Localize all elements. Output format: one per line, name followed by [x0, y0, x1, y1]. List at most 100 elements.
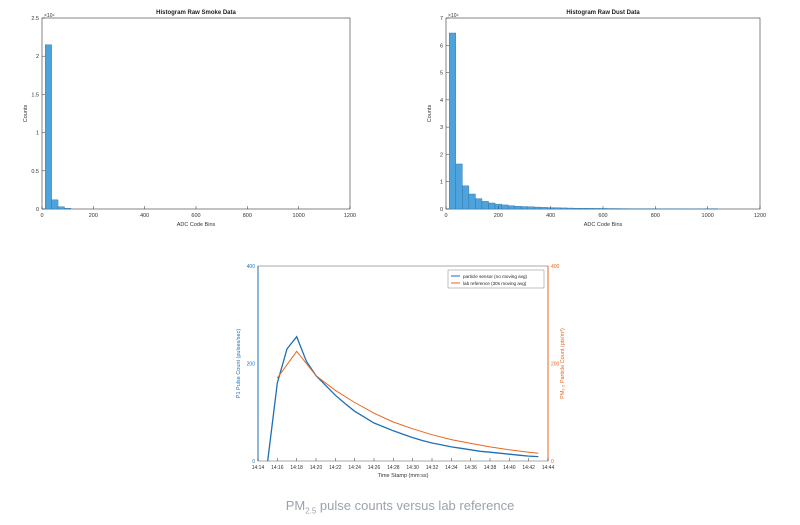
caption-prefix: PM [285, 498, 306, 513]
histogram-bar [514, 206, 522, 210]
histogram-bar [560, 207, 568, 210]
x-tick-label: 1200 [344, 213, 356, 219]
histogram-bar [540, 207, 548, 210]
smoke-histogram-panel: Histogram Raw Smoke Data ×10⁴ 0 200 400 600 80… [18, 2, 363, 234]
x-tick-label: 600 [191, 213, 200, 219]
x-tick-label: 200 [89, 213, 98, 219]
x-tick-label: 14:38 [484, 465, 497, 471]
plot-area [41, 17, 351, 210]
y-exponent-label: ×10⁴ [448, 13, 459, 19]
x-tick-label: 14:34 [445, 465, 458, 471]
x-tick-label: 14:28 [387, 465, 400, 471]
pulse-count-panel: 14:14 14:16 14:18 14:20 14:22 14:24 14:26 14:28… [228, 258, 583, 483]
x-tick-label: 200 [494, 213, 503, 219]
histogram-bar [573, 207, 581, 210]
histogram-bar [51, 199, 59, 210]
histogram-bar [45, 44, 52, 210]
y-tick-label: 5 [440, 71, 443, 77]
histogram-bar [481, 201, 489, 210]
left-y-tick-label: 400 [247, 264, 256, 270]
x-tick-label: 14:36 [464, 465, 477, 471]
y-tick-label: 2 [440, 152, 443, 158]
x-tick-label: 14:30 [406, 465, 419, 471]
right-y-tick-label: 400 [551, 264, 560, 270]
histogram-bar [501, 204, 509, 210]
x-tick-label: 1000 [702, 213, 714, 219]
caption-text: pulse counts versus lab reference [316, 498, 515, 513]
x-axis-label: ADC Code Bins [177, 222, 216, 228]
x-tick-label: 14:24 [348, 465, 361, 471]
y-tick-label: 7 [440, 16, 443, 22]
x-tick-label: 0 [444, 213, 447, 219]
y-tick-label: 0 [36, 207, 39, 213]
histogram-bar [507, 205, 515, 210]
x-tick-label: 14:42 [522, 465, 535, 471]
left-y-axis-label: P1 Pulse Count (pulses/sec) [236, 329, 242, 399]
x-tick-label: 600 [598, 213, 607, 219]
left-y-tick-label: 0 [252, 459, 255, 465]
right-y-axis-label: PM₂.₅ Particle Count (pts/m³) [560, 328, 566, 399]
histogram-bar [64, 208, 72, 210]
histogram-bar [579, 208, 587, 210]
histogram-bar [527, 206, 535, 210]
right-y-tick-label: 0 [551, 459, 554, 465]
y-axis-label: Counts [427, 105, 433, 123]
y-tick-label: 6 [440, 43, 443, 49]
chart-title: Histogram Raw Dust Data [566, 10, 640, 16]
smoke-histogram-chart: Histogram Raw Smoke Data ×10⁴ 0 200 400 600 80… [23, 10, 356, 228]
y-exponent-label: ×10⁴ [44, 13, 55, 19]
y-tick-label: 2 [36, 54, 39, 60]
chart-title: Histogram Raw Smoke Data [156, 10, 236, 16]
x-tick-label: 0 [40, 213, 43, 219]
y-tick-label: 2.5 [31, 16, 39, 22]
histogram-bar [57, 206, 65, 210]
x-tick-label: 14:40 [503, 465, 516, 471]
x-axis-label: ADC Code Bins [584, 222, 623, 228]
pulse-count-line-chart: 14:14 14:16 14:18 14:20 14:22 14:24 14:26 14:28… [236, 264, 566, 479]
y-tick-label: 3 [440, 125, 443, 131]
x-tick-label: 400 [546, 213, 555, 219]
x-tick-label: 14:14 [252, 465, 265, 471]
plot-area [445, 17, 761, 210]
y-tick-label: 4 [440, 98, 443, 104]
x-tick-label: 14:18 [290, 465, 303, 471]
right-y-tick-label: 200 [551, 362, 560, 368]
dust-histogram-chart: Histogram Raw Dust Data ×10⁴ 0 200 400 600 800… [427, 10, 766, 228]
x-tick-label: 14:32 [426, 465, 439, 471]
histogram-bar [566, 207, 574, 210]
x-tick-label: 1000 [293, 213, 305, 219]
legend-label: lab reference (30s moving avg) [463, 281, 527, 286]
figure-caption: PM2.5 pulse counts versus lab reference [0, 498, 800, 516]
histogram-bar [475, 198, 483, 210]
histogram-bar [455, 163, 463, 210]
x-tick-label: 14:22 [329, 465, 342, 471]
x-axis-label: Time Stamp (mm:ss) [378, 473, 429, 479]
x-tick-label: 800 [243, 213, 252, 219]
histogram-bar [449, 32, 457, 210]
histogram-bar [468, 193, 476, 210]
y-tick-label: 1 [440, 180, 443, 186]
y-tick-label: 0 [440, 207, 443, 213]
y-axis-label: Counts [23, 105, 29, 123]
x-tick-label: 14:16 [271, 465, 284, 471]
x-tick-label: 1200 [754, 213, 766, 219]
plot-area [257, 265, 549, 462]
left-y-tick-label: 200 [247, 362, 256, 368]
dust-histogram-panel: Histogram Raw Dust Data ×10⁴ 0 200 400 600 800… [422, 2, 777, 234]
x-tick-label: 400 [140, 213, 149, 219]
histogram-bar [488, 202, 496, 210]
x-tick-label: 14:26 [368, 465, 381, 471]
histogram-bar [586, 208, 594, 210]
y-tick-label: 0.5 [31, 169, 39, 175]
legend-box [447, 269, 545, 289]
x-tick-label: 14:44 [542, 465, 555, 471]
histogram-bar [534, 206, 542, 210]
caption-subscript: 2.5 [305, 506, 317, 516]
histogram-bar [592, 208, 600, 210]
lab-reference-line [276, 350, 539, 454]
histogram-bar [553, 207, 561, 210]
histogram-bar [521, 206, 528, 210]
y-tick-label: 1.5 [31, 92, 39, 98]
x-tick-label: 800 [651, 213, 660, 219]
x-tick-label: 14:20 [310, 465, 323, 471]
